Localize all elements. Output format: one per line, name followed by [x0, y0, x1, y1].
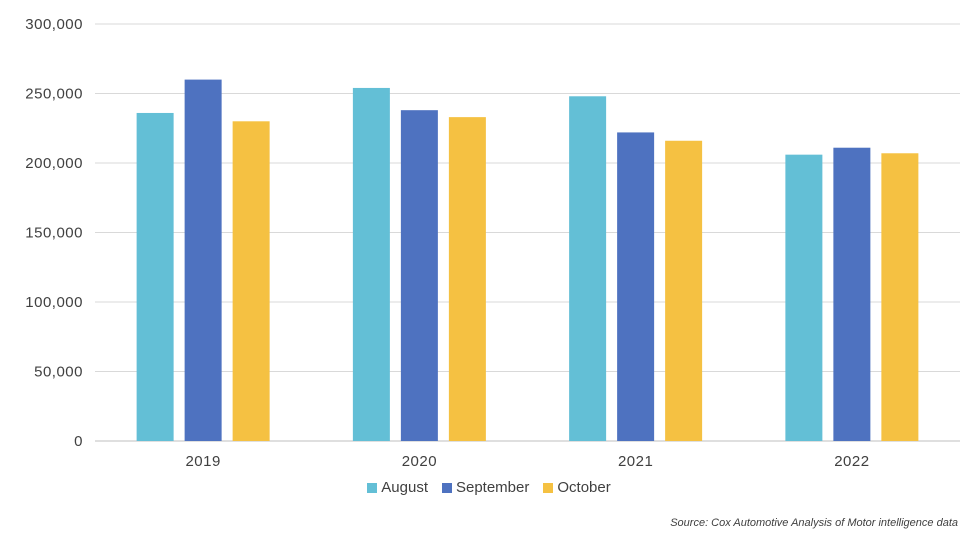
bar-september-2019 [184, 79, 222, 441]
source-note: Source: Cox Automotive Analysis of Motor… [670, 517, 958, 529]
y-tick-label: 150,000 [25, 225, 83, 242]
legend: August September October [0, 479, 978, 496]
legend-item: August [367, 479, 428, 496]
legend-item: October [543, 479, 611, 496]
legend-label: August [381, 479, 428, 496]
legend-swatch [441, 482, 452, 493]
legend-item: September [441, 479, 530, 496]
y-tick-label: 0 [74, 433, 83, 450]
y-tick-label: 300,000 [25, 16, 83, 33]
legend-label: October [557, 479, 611, 496]
bar-chart: 0 50,000 100,000 150,000 200,000 250,000 300,0… [25, 16, 960, 470]
bar-october-2022 [881, 153, 919, 441]
bar-september-2021 [617, 132, 655, 442]
bar-august-2019 [136, 112, 174, 442]
y-tick-label: 250,000 [25, 86, 83, 103]
bar-october-2020 [448, 117, 486, 441]
y-tick-label: 200,000 [25, 155, 83, 172]
y-tick-label: 100,000 [25, 294, 83, 311]
legend-label: September [455, 479, 530, 496]
bar-august-2021 [569, 96, 607, 441]
bar-october-2019 [232, 121, 270, 442]
x-tick-label: 2021 [618, 453, 653, 470]
bar-august-2022 [785, 154, 823, 441]
y-tick-label: 50,000 [34, 364, 83, 381]
bar-august-2020 [352, 87, 390, 441]
bar-september-2022 [833, 147, 871, 441]
bar-october-2021 [665, 140, 703, 441]
x-tick-label: 2020 [402, 453, 437, 470]
legend-swatch [367, 482, 378, 493]
x-tick-label: 2019 [185, 453, 220, 470]
bar-september-2020 [400, 110, 438, 442]
x-tick-label: 2022 [834, 453, 869, 470]
legend-swatch [543, 482, 554, 493]
